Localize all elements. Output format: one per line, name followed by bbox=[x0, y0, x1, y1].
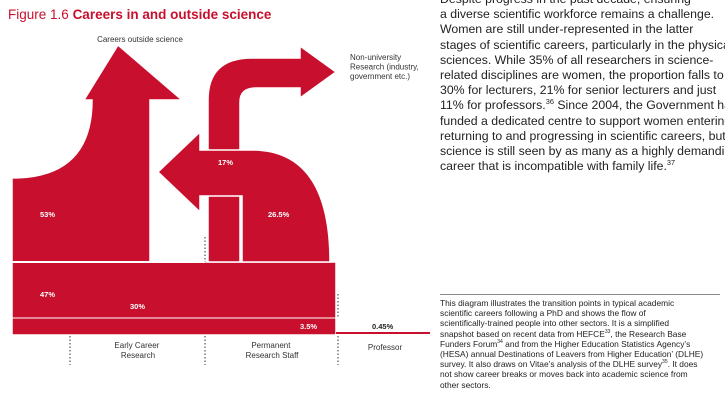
text-line: Women are still under-represented in the… bbox=[440, 22, 694, 37]
flow-lower-band bbox=[11, 261, 337, 336]
label-line: Non-university bbox=[350, 53, 401, 62]
text-segment: snapshot based on recent data from HEFCE bbox=[440, 328, 605, 339]
flow-label: 26.5% bbox=[268, 210, 290, 219]
non-university-label: Non-university Research (industry, gover… bbox=[350, 53, 421, 81]
flow-outside-arrow bbox=[11, 43, 185, 263]
figure-title: Figure 1.6 Careers in and outside scienc… bbox=[8, 7, 271, 22]
text-line: This diagram illustrates the transition … bbox=[440, 298, 675, 308]
text-line: 30% for lecturers, 21% for senior lectur… bbox=[440, 83, 717, 98]
text-segment: . It does bbox=[667, 359, 698, 370]
footnote-ref: 37 bbox=[666, 158, 676, 168]
stage-label: Early Career Research bbox=[114, 341, 161, 360]
text-segment: Funders Forum bbox=[440, 338, 498, 349]
text-line: science is still seen by as many as a hi… bbox=[440, 144, 725, 159]
flow-non-university-arrow bbox=[207, 44, 338, 263]
flow-label: 0.45% bbox=[372, 322, 394, 331]
body-text: Despite progress in the past decade, ens… bbox=[440, 0, 725, 174]
text-segment: , the Research Base bbox=[610, 328, 687, 339]
flow-label: 17% bbox=[218, 158, 233, 167]
flow-permanent-outside-arrow bbox=[156, 130, 331, 263]
text-line: returning to and progressing in scientif… bbox=[440, 128, 725, 143]
footnote-ref: 36 bbox=[545, 97, 554, 107]
text-line: related disciplines are women, the propo… bbox=[440, 68, 724, 83]
label-line: Research (industry, bbox=[350, 63, 419, 72]
text-segment: survey. It also draws on Vitae’s analysi… bbox=[440, 359, 663, 370]
text-segment: career that is incompatible with family … bbox=[440, 159, 667, 174]
flow-label: 3.5% bbox=[300, 322, 317, 331]
text-line: scientific careers following a PhD and s… bbox=[440, 308, 646, 319]
flow-label: 53% bbox=[40, 210, 55, 219]
text-line: other sectors. bbox=[440, 379, 491, 390]
flow-label: 30% bbox=[130, 302, 145, 311]
flows bbox=[11, 43, 338, 336]
label-line: Early Career bbox=[114, 341, 159, 350]
text-line: Funders Forum34 and from the Higher Educ… bbox=[440, 339, 720, 349]
footnote-ref: 35 bbox=[662, 359, 668, 366]
text-line: funded a dedicated centre to support wom… bbox=[440, 113, 725, 128]
text-line: survey. It also draws on Vitae’s analysi… bbox=[440, 359, 720, 369]
text-line: Despite progress in the past decade, ens… bbox=[440, 0, 725, 7]
text-segment: 11% for professors. bbox=[440, 98, 546, 113]
text-line: sciences. While 35% of all researchers i… bbox=[440, 52, 714, 67]
stage-dividers bbox=[69, 237, 339, 365]
text-line: 11% for professors.36 Since 2004, the Go… bbox=[440, 98, 725, 113]
text-line: (HESA) annual Destinations of Leavers fr… bbox=[440, 349, 704, 360]
text-line: stages of scientific careers, particular… bbox=[440, 37, 725, 52]
figure-note: This diagram illustrates the transition … bbox=[440, 294, 720, 390]
text-line: scientifically-trained people into other… bbox=[440, 318, 670, 329]
label-line: government etc.) bbox=[350, 72, 410, 81]
figure-title-text: Careers in and outside science bbox=[72, 7, 272, 22]
label-line: Permanent bbox=[251, 341, 291, 350]
stage-label: Permanent Research Staff bbox=[246, 341, 300, 360]
text-segment: and from the Higher Education Statistics… bbox=[502, 338, 691, 349]
outside-label: Careers outside science bbox=[97, 35, 183, 44]
stage-label: Professor bbox=[368, 343, 403, 352]
text-line: snapshot based on recent data from HEFCE… bbox=[440, 329, 720, 339]
text-line: not show career breaks or moves back int… bbox=[440, 369, 688, 380]
figure-number: Figure 1.6 bbox=[8, 7, 69, 22]
text-segment: Since 2004, the Government has bbox=[553, 98, 725, 113]
text-line: a diverse scientific workforce remains a… bbox=[440, 7, 715, 22]
label-line: Research Staff bbox=[246, 351, 300, 360]
flow-label: 47% bbox=[40, 290, 55, 299]
text-line: career that is incompatible with family … bbox=[440, 159, 725, 174]
footnote-ref: 33 bbox=[604, 328, 611, 335]
label-line: Research bbox=[121, 351, 155, 360]
footnote-ref: 34 bbox=[497, 339, 503, 346]
